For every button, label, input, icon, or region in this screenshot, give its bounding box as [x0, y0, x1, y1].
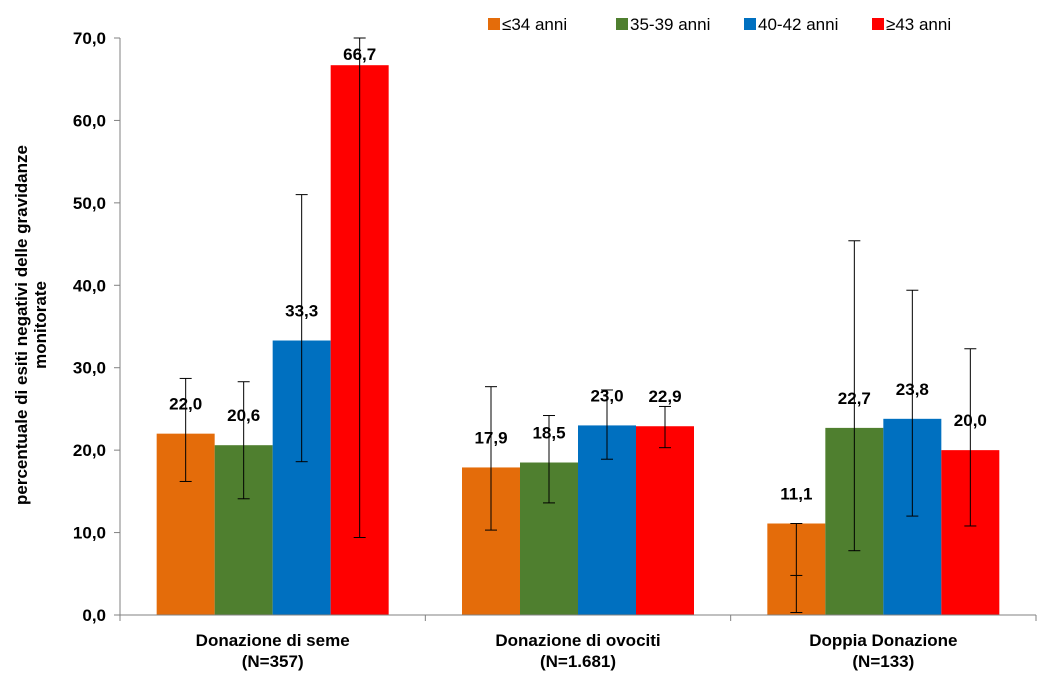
legend-swatch	[616, 18, 628, 30]
x-tick-label-line: Doppia Donazione	[809, 631, 957, 650]
legend-label: 35-39 anni	[630, 15, 710, 34]
y-axis-label: percentuale di esiti negativi delle grav…	[12, 145, 50, 505]
x-tick-label-line: (N=133)	[852, 652, 914, 671]
data-label: 22,7	[838, 389, 871, 408]
y-tick-label: 30,0	[73, 359, 106, 378]
x-tick-label-line: Donazione di ovociti	[495, 631, 660, 650]
x-axis: Donazione di seme (N=357) Donazione di ovo…	[119, 614, 1037, 671]
data-label: 23,8	[896, 380, 929, 399]
data-label: 66,7	[343, 45, 376, 64]
data-label: 33,3	[285, 302, 318, 321]
bar	[636, 426, 694, 615]
y-tick-label: 50,0	[73, 194, 106, 213]
legend-swatch	[488, 18, 500, 30]
y-tick-label: 70,0	[73, 29, 106, 48]
data-label: 22,0	[169, 395, 202, 414]
data-label: 17,9	[474, 428, 507, 447]
y-tick-label: 0,0	[82, 606, 106, 625]
data-label: 23,0	[590, 386, 623, 405]
data-label: 11,1	[780, 485, 812, 504]
data-label: 22,9	[648, 387, 681, 406]
x-tick-label-line: (N=357)	[242, 652, 304, 671]
data-labels: 22,0 20,6 33,3 66,7 17,9 18,5 23,0 22,9 11,1 22,7…	[169, 45, 987, 504]
y-tick-label: 60,0	[73, 111, 106, 130]
y-tick-label: 10,0	[73, 524, 106, 543]
y-tick-label: 20,0	[73, 441, 106, 460]
data-label: 18,5	[532, 424, 565, 443]
x-tick-label: Donazione di seme (N=357)	[196, 631, 350, 671]
data-label: 20,6	[227, 406, 260, 425]
legend-label: ≤34 anni	[502, 15, 567, 34]
x-tick-label-line: (N=1.681)	[540, 652, 616, 671]
legend: ≤34 anni 35-39 anni 40-42 anni ≥43 anni	[488, 15, 951, 34]
y-axis-label-line: percentuale di esiti negativi delle grav…	[12, 145, 31, 505]
legend-swatch	[872, 18, 884, 30]
y-axis-label-line: monitorate	[31, 281, 50, 369]
y-tick-label: 40,0	[73, 276, 106, 295]
y-axis-title: percentuale di esiti negativi delle grav…	[12, 145, 50, 505]
error-bars	[179, 37, 977, 614]
bars	[156, 65, 1000, 616]
legend-label: ≥43 anni	[886, 15, 951, 34]
legend-label: 40-42 anni	[758, 15, 838, 34]
y-axis: 0,0 10,0 20,0 30,0 40,0 50,0 60,0 70,0	[73, 29, 121, 625]
x-tick-label: Doppia Donazione (N=133)	[809, 631, 957, 671]
legend-swatch	[744, 18, 756, 30]
x-tick-label-line: Donazione di seme	[196, 631, 350, 650]
data-label: 20,0	[954, 411, 987, 430]
x-tick-label: Donazione di ovociti (N=1.681)	[495, 631, 660, 671]
